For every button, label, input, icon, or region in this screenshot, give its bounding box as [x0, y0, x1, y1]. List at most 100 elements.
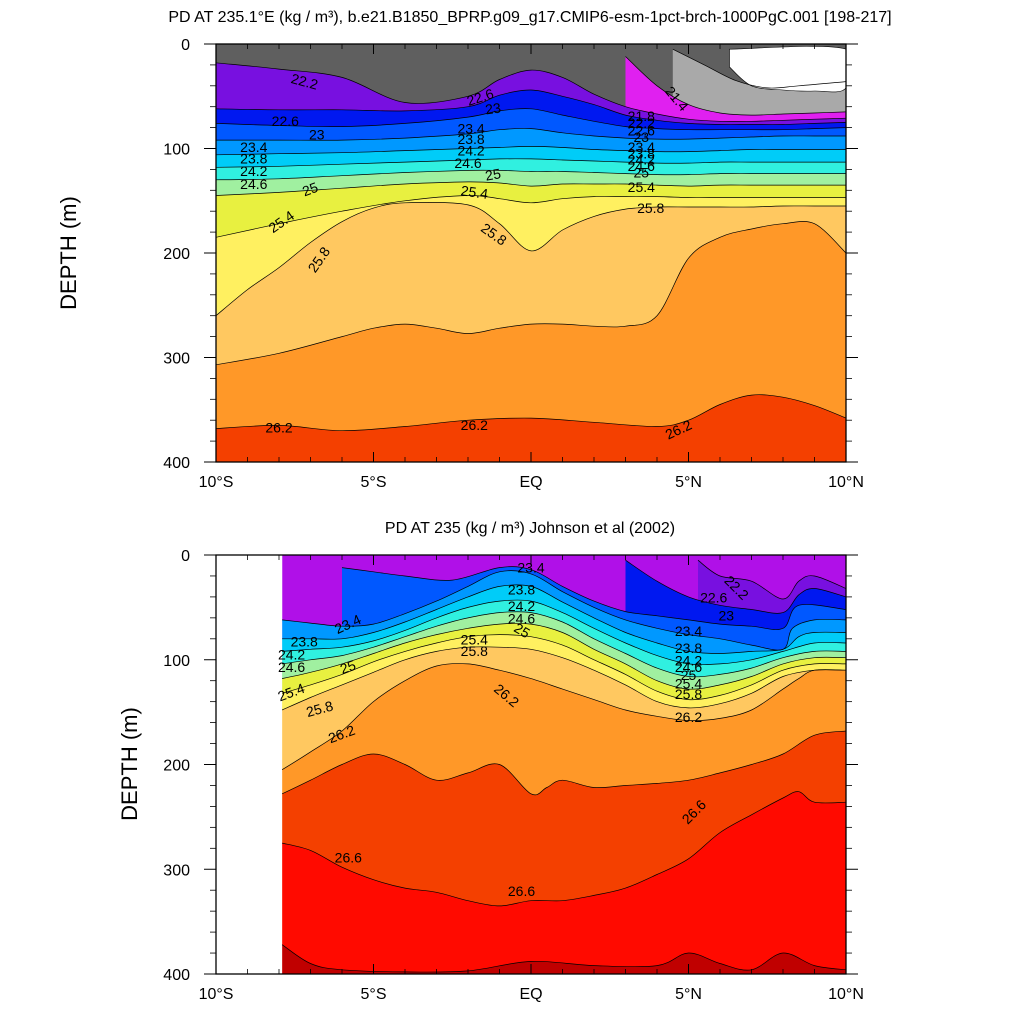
contour-label: 23.8: [628, 146, 655, 162]
x-tick-label: 10°N: [828, 474, 864, 491]
contour-label: 24.2: [675, 653, 702, 669]
contour-label: 24.2: [278, 646, 305, 662]
y-tick-label: 200: [163, 758, 190, 775]
contour-line-24-2: [216, 158, 846, 168]
contour-label: 25.8: [675, 686, 702, 702]
contour-label: 24.2: [508, 598, 535, 614]
y-tick-label: 0: [181, 548, 190, 565]
y-tick-label: 300: [163, 862, 190, 879]
contour-line-26-2: [216, 221, 846, 366]
contour-label: 26.2: [265, 419, 292, 435]
contour-label: 25: [681, 667, 697, 683]
contour-line-23-8: [216, 146, 846, 156]
contour-label: 24.6: [278, 659, 305, 675]
contour-label: 23: [634, 129, 650, 145]
top-chart-title: PD AT 235.1°E (kg / m³), b.e21.B1850_BPR…: [168, 9, 891, 26]
contour-line-23-8: [282, 584, 846, 654]
contour-line-25: [216, 181, 846, 196]
x-tick-label: EQ: [519, 986, 542, 1003]
contour-label: 25.8: [637, 200, 664, 216]
y-tick-label: 100: [163, 653, 190, 670]
x-tick-label: 5°S: [361, 986, 387, 1003]
contour-line-24-2: [282, 599, 846, 666]
missing-data-region: [729, 46, 846, 93]
top-panel: PD AT 235.1°E (kg / m³), b.e21.B1850_BPR…: [56, 9, 892, 491]
contour-label: 23: [484, 99, 502, 117]
contour-label: 23.8: [291, 634, 318, 650]
contour-label: 25: [634, 164, 650, 180]
top-axes: 10°S 5°S EQ 5°N 10°N 0 100 200 300 400: [163, 37, 864, 491]
x-tick-label: 10°N: [828, 986, 864, 1003]
no-data-area: [216, 555, 283, 974]
contour-label: 25.4: [628, 179, 655, 195]
fill-band-26-6: [216, 394, 846, 462]
contour-label: 24.2: [240, 163, 267, 179]
x-tick-label: 10°S: [199, 474, 234, 491]
contour-label: 24.6: [675, 659, 702, 675]
contour-label: 23: [719, 608, 735, 624]
contour-label: 23.8: [508, 581, 535, 597]
contour-line-24-6: [282, 611, 846, 678]
bottom-fill-layer: [216, 555, 846, 974]
contour-label: 25.4: [460, 182, 489, 202]
contour-label: 25.8: [304, 697, 335, 720]
contour-line-23: [216, 108, 846, 131]
top-fill-layer: [216, 44, 846, 462]
contour-line-25-8: [281, 646, 846, 711]
x-tick-label: 10°S: [199, 986, 234, 1003]
contour-label: 24.6: [240, 176, 267, 192]
contour-line-22-2: [216, 62, 846, 122]
contour-label: 25: [338, 657, 358, 677]
contour-line-23: [341, 566, 846, 630]
contour-line-26-6: [216, 394, 846, 432]
bottom-chart-title: PD AT 235 (kg / m³) Johnson et al (2002): [385, 520, 675, 537]
y-tick-label: 400: [163, 455, 190, 472]
y-tick-label: 400: [163, 967, 190, 984]
contour-line-26-8: [282, 791, 846, 907]
contour-label: 24.2: [457, 142, 484, 158]
contour-label: 23.4: [240, 139, 267, 155]
top-contour-layer: [216, 48, 846, 432]
y-tick-label: 300: [163, 351, 190, 368]
bottom-contour-layer: [281, 559, 846, 973]
bottom-axes: 10°S 5°S EQ 5°N 10°N 0 100 200 300 400: [163, 548, 864, 1003]
contour-label: 21.8: [628, 108, 655, 124]
contour-line-21-8: [625, 56, 846, 116]
x-tick-label: 5°N: [675, 474, 702, 491]
contour-label: 22.6: [628, 123, 655, 139]
y-tick-label: 100: [163, 142, 190, 159]
contour-line-26-6: [281, 730, 846, 796]
contour-line-24-6: [216, 169, 846, 181]
contour-label: 23.8: [457, 131, 484, 147]
contour-line-26-2: [281, 663, 846, 770]
x-tick-label: 5°S: [361, 474, 387, 491]
fill-band-26-8: [282, 791, 846, 974]
contour-line-25-8: [216, 201, 846, 316]
x-tick-label: EQ: [519, 474, 542, 491]
contour-line-27: [281, 944, 846, 973]
fill-band-26-2: [216, 221, 846, 462]
contour-label: 25: [484, 165, 502, 183]
contour-label: 26.6: [508, 883, 535, 899]
contour-label: 25: [511, 620, 533, 642]
contour-line-22-6: [216, 89, 846, 125]
contour-line-22-2: [697, 559, 846, 600]
contour-line-25-4: [282, 634, 846, 701]
contour-label: 22.2: [628, 115, 655, 131]
x-tick-label: 5°N: [675, 986, 702, 1003]
contour-label: 23.8: [675, 640, 702, 656]
contour-label: 23.4: [457, 120, 484, 136]
contour-label: 24.6: [454, 155, 481, 171]
contour-line-23-4: [216, 128, 846, 141]
contour-label: 25.4: [675, 676, 702, 692]
contour-label: 26.2: [461, 417, 488, 433]
contour-label: 24.6: [508, 611, 535, 627]
contour-label: 22.6: [700, 590, 727, 606]
contour-label: 22.2: [289, 70, 320, 93]
contour-line-21-4: [672, 48, 846, 89]
contour-label: 25: [300, 179, 320, 199]
top-y-axis-label: DEPTH (m): [56, 196, 81, 310]
contour-label: 23.8: [240, 151, 267, 167]
